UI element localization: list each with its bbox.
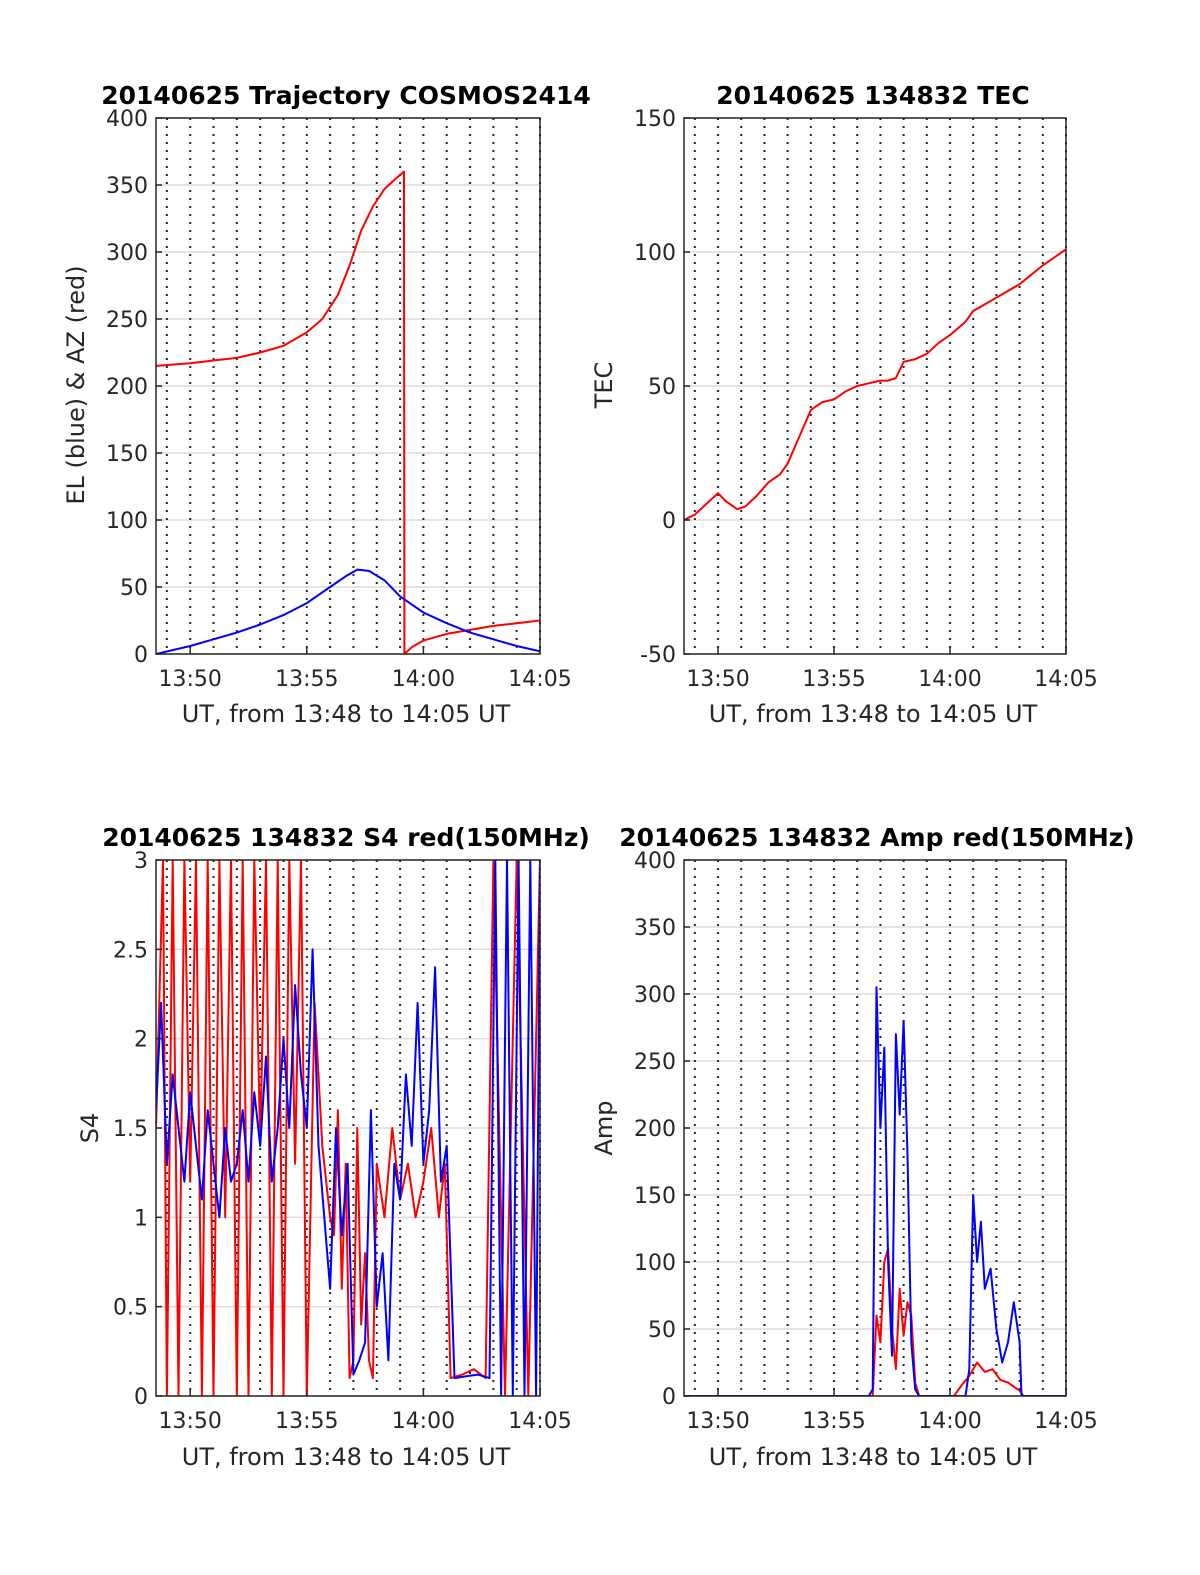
y-tick-label: 250 <box>634 1050 676 1075</box>
series-line-blue <box>156 860 540 1396</box>
chart-panel-tec: 20140625 134832 TEC UT, from 13:48 to 14… <box>590 81 1098 728</box>
x-tick-label: 13:55 <box>275 667 338 692</box>
series-line-red <box>684 248 1066 521</box>
y-tick-label: 50 <box>120 576 148 601</box>
y-tick-label: 350 <box>634 916 676 941</box>
x-tick-label: 14:05 <box>1034 1409 1097 1434</box>
series-line-red <box>684 1247 1066 1396</box>
y-axis-label: TEC <box>590 362 618 410</box>
y-tick-label: 0.5 <box>113 1296 148 1321</box>
x-tick-label: 13:55 <box>802 1409 865 1434</box>
chart-panel-trajectory: 20140625 Trajectory COSMOS2414 UT, from … <box>62 81 591 728</box>
x-tick-label: 13:55 <box>275 1409 338 1434</box>
y-tick-label: 2.5 <box>113 938 148 963</box>
x-tick-label: 13:50 <box>686 1409 749 1434</box>
x-axis-label: UT, from 13:48 to 14:05 UT <box>709 1443 1038 1471</box>
series-line-blue <box>156 568 540 654</box>
y-axis-label: S4 <box>76 1113 104 1144</box>
y-tick-label: 150 <box>634 1184 676 1209</box>
y-axis-label: Amp <box>590 1100 618 1155</box>
chart-panel-amp: 20140625 134832 Amp red(150MHz) UT, from… <box>590 823 1135 1471</box>
y-tick-label: 0 <box>134 1385 148 1410</box>
x-axis-label: UT, from 13:48 to 14:05 UT <box>182 700 511 728</box>
x-tick-label: 14:00 <box>918 1409 981 1434</box>
y-axis-label: EL (blue) & AZ (red) <box>62 265 90 504</box>
x-tick-label: 14:00 <box>392 1409 455 1434</box>
y-tick-label: 200 <box>634 1117 676 1142</box>
series-line-blue <box>684 986 1066 1396</box>
chart-title: 20140625 134832 S4 red(150MHz) <box>102 823 590 852</box>
x-tick-label: 14:05 <box>508 667 571 692</box>
chart-title: 20140625 134832 Amp red(150MHz) <box>619 823 1135 852</box>
y-tick-label: 0 <box>662 509 676 534</box>
x-tick-label: 13:50 <box>686 667 749 692</box>
y-tick-label: 1.5 <box>113 1117 148 1142</box>
y-tick-label: 350 <box>106 174 148 199</box>
y-tick-label: 300 <box>106 241 148 266</box>
y-tick-label: 250 <box>106 308 148 333</box>
series-group <box>684 248 1066 521</box>
x-tick-label: 14:05 <box>508 1409 571 1434</box>
y-tick-label: 100 <box>634 1251 676 1276</box>
x-tick-label: 14:00 <box>392 667 455 692</box>
y-tick-label: 400 <box>634 849 676 874</box>
series-line-red <box>156 170 540 654</box>
chart-title: 20140625 Trajectory COSMOS2414 <box>101 81 591 110</box>
x-tick-label: 13:50 <box>158 667 221 692</box>
y-tick-label: 150 <box>634 107 676 132</box>
y-tick-label: 2 <box>134 1028 148 1053</box>
y-tick-label: 100 <box>106 509 148 534</box>
y-tick-label: 300 <box>634 983 676 1008</box>
y-tick-label: 150 <box>106 442 148 467</box>
series-group <box>156 860 540 1396</box>
x-axis-label: UT, from 13:48 to 14:05 UT <box>182 1443 511 1471</box>
x-tick-label: 13:50 <box>158 1409 221 1434</box>
y-tick-label: 1 <box>134 1206 148 1231</box>
x-tick-label: 13:55 <box>802 667 865 692</box>
y-tick-label: 200 <box>106 375 148 400</box>
series-group <box>156 170 540 654</box>
y-tick-label: 50 <box>648 1318 676 1343</box>
y-tick-label: 3 <box>134 849 148 874</box>
series-group <box>684 986 1066 1396</box>
chart-panel-s4: 20140625 134832 S4 red(150MHz) UT, from … <box>76 823 590 1471</box>
y-tick-label: 0 <box>662 1385 676 1410</box>
y-tick-label: 400 <box>106 107 148 132</box>
y-tick-label: 50 <box>648 375 676 400</box>
chart-title: 20140625 134832 TEC <box>716 81 1029 110</box>
y-tick-label: 0 <box>134 643 148 668</box>
y-tick-label: -50 <box>640 643 676 668</box>
x-tick-label: 14:05 <box>1034 667 1097 692</box>
y-tick-label: 100 <box>634 241 676 266</box>
x-tick-label: 14:00 <box>918 667 981 692</box>
x-axis-label: UT, from 13:48 to 14:05 UT <box>709 700 1038 728</box>
